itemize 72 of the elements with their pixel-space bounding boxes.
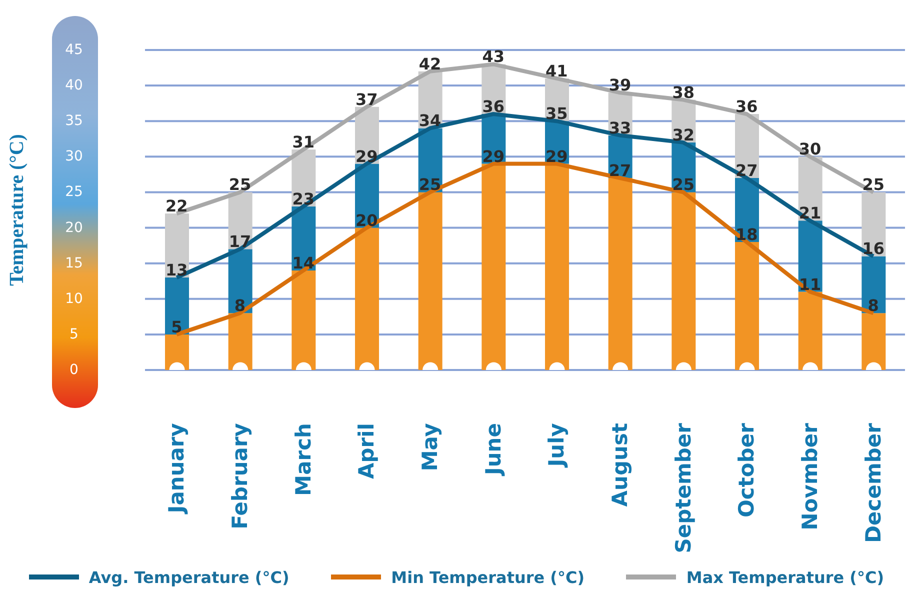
data-label: 33 xyxy=(608,118,632,138)
data-label: 32 xyxy=(672,125,694,144)
x-tick-label: March xyxy=(291,423,316,496)
y-tick-label: 5 xyxy=(70,326,78,342)
y-tick-label: 35 xyxy=(65,113,83,130)
data-label: 25 xyxy=(418,175,442,194)
data-label: 22 xyxy=(166,196,188,216)
bar xyxy=(608,178,632,370)
x-tick-label: August xyxy=(608,423,632,507)
y-tick-label: 20 xyxy=(65,220,83,236)
x-tick-label: April xyxy=(354,423,379,480)
bar xyxy=(292,270,316,370)
y-tick-label: 10 xyxy=(65,290,83,307)
bar xyxy=(418,192,442,370)
y-tick-label: 30 xyxy=(65,148,83,165)
x-tick-label: July xyxy=(544,422,569,469)
data-label: 25 xyxy=(672,175,694,194)
data-label: 13 xyxy=(166,260,188,280)
bar xyxy=(545,164,569,370)
data-label: 30 xyxy=(798,140,822,159)
y-tick-label: 25 xyxy=(65,184,83,200)
y-tick-label: 0 xyxy=(70,362,78,378)
data-label: 34 xyxy=(418,111,442,130)
x-tick-label: June xyxy=(481,423,506,477)
x-tick-label: January xyxy=(164,422,189,516)
bar xyxy=(862,256,886,314)
data-label: 27 xyxy=(608,161,632,180)
data-label: 38 xyxy=(672,82,694,102)
x-tick-label: September xyxy=(671,422,696,554)
data-label: 21 xyxy=(798,204,822,223)
data-label: 29 xyxy=(356,146,378,166)
data-label: 27 xyxy=(736,161,758,180)
legend-label: Min Temperature (°C) xyxy=(391,568,585,586)
legend-label: Max Temperature (°C) xyxy=(686,568,884,586)
y-axis-title: Temperature (°C) xyxy=(6,134,28,286)
legend-label: Avg. Temperature (°C) xyxy=(88,568,290,586)
data-label: 36 xyxy=(736,97,758,116)
data-label: 5 xyxy=(171,317,182,336)
y-tick-label: 45 xyxy=(65,42,83,58)
data-label: 8 xyxy=(868,296,879,316)
bar xyxy=(735,242,759,370)
data-label: 17 xyxy=(228,232,252,252)
x-tick-label: May xyxy=(418,422,442,472)
data-label: 35 xyxy=(546,104,568,124)
data-label: 39 xyxy=(608,76,632,95)
x-tick-label: Novmber xyxy=(798,422,822,530)
data-label: 42 xyxy=(418,54,442,74)
data-label: 8 xyxy=(234,296,246,316)
x-tick-label: December xyxy=(861,422,886,543)
data-label: 36 xyxy=(482,97,504,116)
x-tick-label: February xyxy=(228,422,252,530)
data-label: 41 xyxy=(546,61,568,80)
data-label: 25 xyxy=(228,175,252,194)
bar xyxy=(165,278,189,334)
data-label: 20 xyxy=(356,210,378,230)
data-label: 11 xyxy=(798,274,822,294)
bar xyxy=(482,164,506,370)
data-label: 18 xyxy=(736,225,758,244)
data-label: 25 xyxy=(862,175,884,194)
data-label: 43 xyxy=(482,47,504,66)
data-label: 31 xyxy=(292,132,314,152)
bar xyxy=(355,228,379,370)
data-label: 23 xyxy=(292,189,314,208)
data-label: 14 xyxy=(292,253,314,272)
bar xyxy=(672,192,696,370)
data-label: 16 xyxy=(862,239,884,258)
data-label: 37 xyxy=(356,90,378,109)
data-label: 29 xyxy=(546,146,568,166)
data-label: 29 xyxy=(482,146,504,166)
y-tick-label: 15 xyxy=(65,255,83,272)
y-tick-label: 40 xyxy=(65,78,83,94)
x-tick-label: October xyxy=(734,422,759,518)
